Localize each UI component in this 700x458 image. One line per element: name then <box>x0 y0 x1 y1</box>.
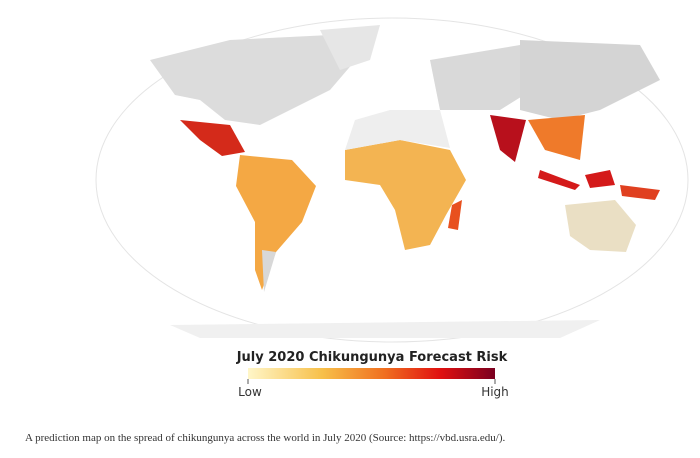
legend-high: High <box>481 385 509 399</box>
caption: A prediction map on the spread of chikun… <box>25 432 506 444</box>
legend-low: Low <box>238 385 262 399</box>
legend-title: July 2020 Chikungunya Forecast Risk <box>236 350 508 365</box>
land <box>150 25 660 338</box>
legend-color-bar <box>248 368 495 379</box>
map: July 2020 Chikungunya Forecast Risk Low … <box>95 17 689 399</box>
